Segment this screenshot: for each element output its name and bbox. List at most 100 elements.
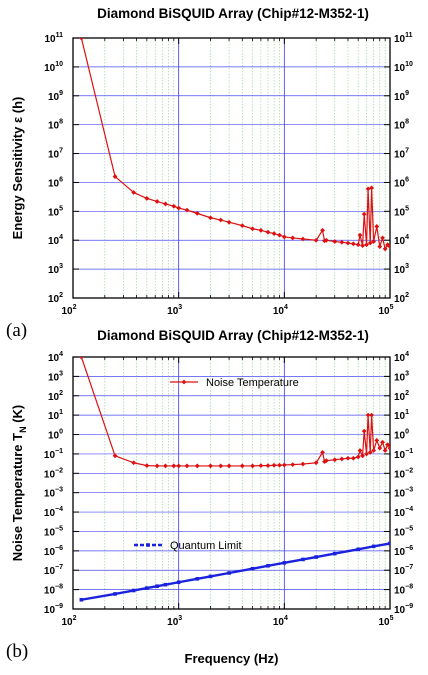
data-point (144, 463, 150, 468)
y-tick-label-right: 103 (394, 263, 409, 276)
data-point (369, 412, 375, 418)
data-point (250, 226, 255, 232)
data-point (218, 463, 224, 469)
data-point (281, 462, 287, 468)
y-tick-label-right: 102 (394, 292, 409, 305)
data-point (332, 239, 338, 244)
data-point (154, 463, 160, 469)
data-point (171, 203, 177, 209)
data-point (176, 463, 182, 469)
data-point (387, 244, 390, 250)
data-point (290, 462, 296, 468)
y-tick-label-right: 104 (394, 351, 409, 364)
y-tick-label-left: 109 (48, 90, 63, 103)
data-point (250, 463, 255, 469)
series-line (80, 357, 390, 467)
data-point (163, 582, 168, 587)
series-quantum-limit (79, 541, 390, 602)
y-tick-label-right: 10−1 (394, 448, 413, 461)
y-tick-label-right: 10−8 (394, 584, 413, 597)
data-point (163, 201, 168, 207)
data-point (364, 451, 369, 457)
chart-title-a: Diamond BiSQUID Array (Chip#12-M352-1) (97, 6, 369, 21)
data-point (145, 586, 149, 590)
data-point (339, 456, 345, 462)
data-point (131, 588, 136, 593)
y-tick-label-left: 10−2 (44, 467, 63, 480)
x-tick-label: 104 (273, 304, 288, 317)
data-point (356, 547, 360, 552)
data-point (194, 463, 200, 469)
y-tick-label-left: 10−1 (44, 448, 63, 461)
data-point (385, 442, 390, 448)
y-tick-label-right: 10−7 (394, 564, 413, 577)
data-point (350, 241, 356, 247)
y-tick-label-right: 107 (394, 148, 409, 161)
data-point (226, 219, 232, 225)
y-tick-label-left: 102 (48, 390, 63, 403)
y-tick-label-right: 10−2 (394, 467, 413, 480)
data-point (266, 563, 270, 568)
data-point (357, 448, 363, 453)
panel-label: (b) (6, 641, 28, 662)
data-point (184, 463, 190, 469)
data-point (313, 237, 319, 243)
data-point (365, 412, 371, 418)
data-point (176, 580, 181, 585)
data-point (323, 237, 329, 243)
data-point (369, 185, 375, 191)
data-point (332, 551, 337, 556)
data-point (382, 246, 388, 252)
data-point (258, 463, 264, 468)
data-point (345, 240, 351, 246)
data-point (154, 199, 160, 204)
y-tick-label-right: 103 (394, 370, 409, 383)
data-point (387, 445, 390, 451)
y-tick-label-left: 104 (48, 351, 63, 364)
y-tick-label-right: 101 (394, 409, 409, 422)
data-point (355, 454, 361, 460)
data-point (320, 227, 325, 233)
x-axis-label: Frequency (Hz) (185, 651, 279, 666)
data-point (320, 449, 325, 455)
y-tick-label-right: 10−3 (394, 487, 413, 500)
series-0 (78, 38, 390, 252)
y-tick-label-right: 1010 (394, 61, 413, 74)
series-line (80, 38, 390, 251)
y-tick-label-right: 10−4 (394, 506, 413, 519)
legend-marker (181, 379, 187, 385)
x-tick-label: 102 (61, 615, 76, 628)
data-point (112, 174, 118, 179)
y-tick-label-left: 104 (48, 234, 63, 247)
data-point (350, 455, 356, 461)
data-point (332, 457, 338, 463)
data-point (300, 236, 306, 242)
y-tick-label-left: 10−6 (44, 545, 63, 558)
y-tick-label-left: 107 (48, 148, 63, 161)
chart-title-b: Diamond BiSQUID Array (Chip#12-M352-1) (97, 328, 369, 343)
data-point (78, 38, 84, 41)
data-point (208, 215, 213, 221)
data-point (195, 577, 200, 581)
series-noise-temperature (78, 357, 390, 469)
data-point (271, 231, 277, 236)
legend-entry: Quantum Limit (134, 540, 242, 552)
x-tick-label: 105 (378, 615, 393, 628)
data-point (382, 448, 388, 453)
panel-b: Diamond BiSQUID Array (Chip#12-M352-1) 1… (6, 328, 413, 666)
y-tick-label-left: 103 (48, 370, 63, 383)
data-point (371, 239, 377, 244)
data-point (277, 462, 282, 468)
data-point (314, 555, 318, 559)
x-tick-label: 103 (167, 304, 182, 317)
data-point (265, 229, 271, 235)
data-point (357, 232, 363, 238)
axis-ticks (72, 37, 391, 299)
y-tick-label-left: 100 (48, 429, 63, 442)
data-point (78, 357, 84, 360)
y-tick-label-left: 10−8 (44, 584, 63, 597)
axis-ticks (72, 356, 391, 610)
y-tick-label-right: 100 (394, 429, 409, 442)
y-tick-label-right: 105 (394, 205, 409, 218)
